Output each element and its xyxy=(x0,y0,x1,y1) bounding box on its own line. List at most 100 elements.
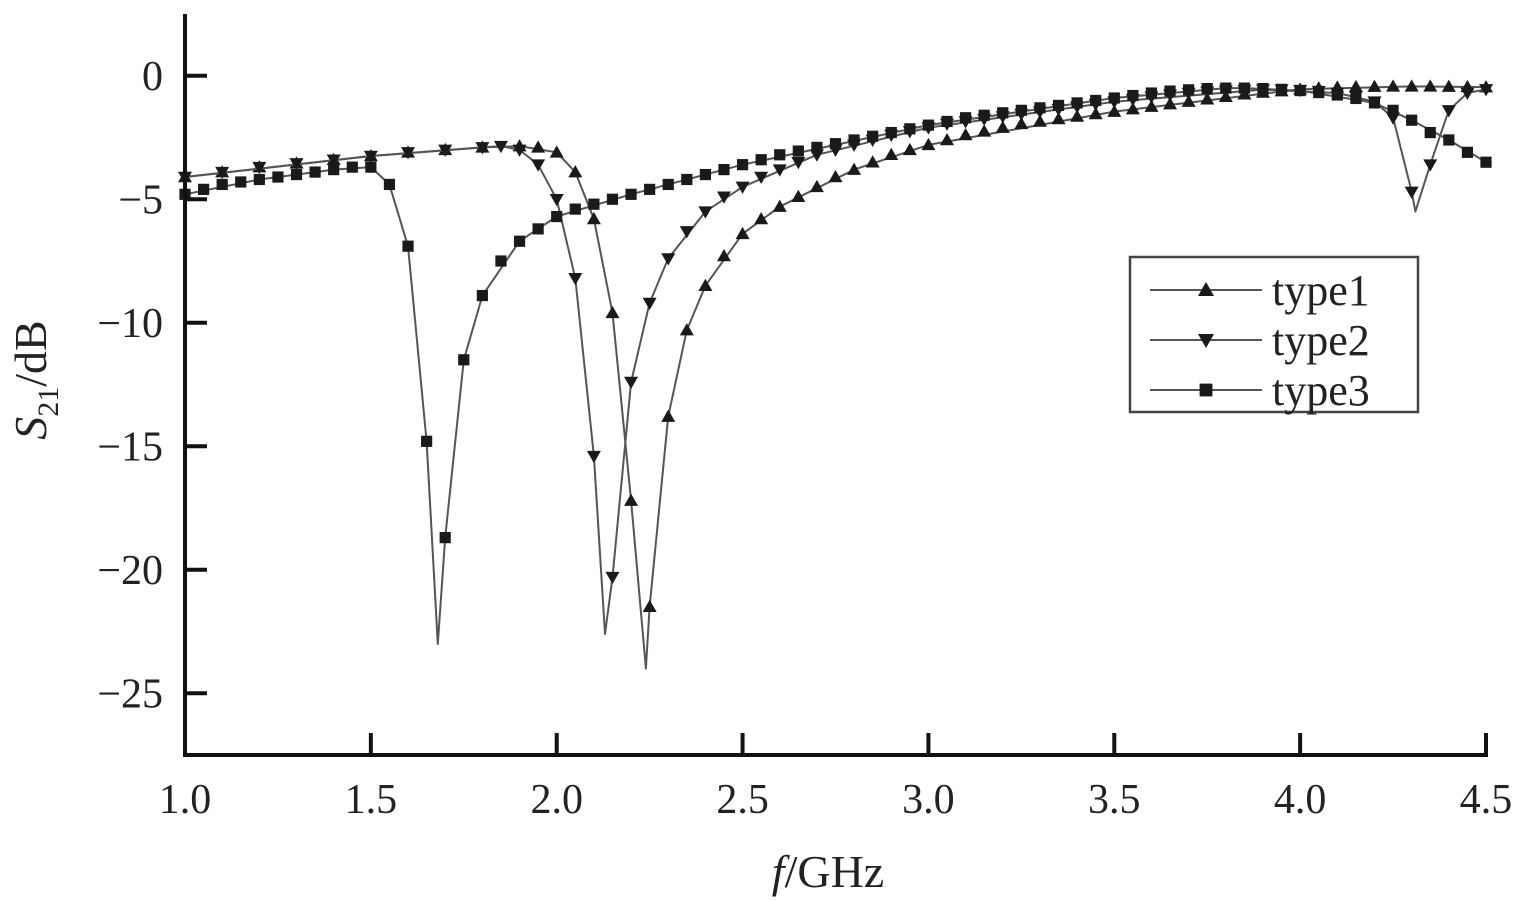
data-point-type3 xyxy=(1480,156,1492,168)
data-point-type2 xyxy=(475,142,490,155)
data-point-type1 xyxy=(847,162,862,175)
legend-item-type1: type1 xyxy=(1150,266,1370,315)
data-point-type3 xyxy=(848,134,860,146)
data-point-type3 xyxy=(1034,102,1046,114)
data-point-type3 xyxy=(978,109,990,121)
data-point-type1 xyxy=(865,155,880,168)
data-point-type3 xyxy=(365,161,377,173)
data-point-type3 xyxy=(253,173,265,186)
data-point-type3 xyxy=(328,164,340,176)
data-point-type1 xyxy=(791,189,806,203)
data-point-type1 xyxy=(828,170,843,183)
data-point-type1 xyxy=(940,132,955,146)
data-point-type2 xyxy=(512,144,527,157)
x-tick-label: 3.5 xyxy=(1088,777,1141,823)
legend-label: type3 xyxy=(1272,366,1370,415)
legend-marker-type2 xyxy=(1198,334,1214,348)
data-point-type1 xyxy=(1181,94,1196,107)
y-tick-label: −20 xyxy=(97,548,163,594)
legend-marker-type3 xyxy=(1199,383,1213,397)
x-axis-title: f/GHz xyxy=(772,846,884,897)
data-point-type3 xyxy=(1350,92,1362,105)
data-point-type1 xyxy=(586,212,601,225)
data-point-type3 xyxy=(346,161,358,173)
data-point-type3 xyxy=(290,168,303,181)
y-tick-label: −25 xyxy=(97,671,163,717)
y-tick-label: −5 xyxy=(118,177,163,223)
data-point-type1 xyxy=(1441,79,1456,92)
data-point-type1 xyxy=(1163,97,1178,110)
data-point-type3 xyxy=(235,176,247,188)
data-point-type2 xyxy=(698,206,713,219)
data-point-type3 xyxy=(439,532,451,544)
y-tick-label: −10 xyxy=(97,301,163,347)
data-point-type1 xyxy=(1032,114,1047,127)
data-point-type3 xyxy=(1090,94,1102,107)
data-point-type3 xyxy=(606,193,619,205)
x-tick-label: 2.0 xyxy=(530,777,583,823)
data-point-type3 xyxy=(904,123,916,135)
data-point-type1 xyxy=(1107,104,1122,117)
data-point-type1 xyxy=(995,120,1010,133)
data-point-type3 xyxy=(1127,89,1139,102)
data-point-type3 xyxy=(1145,87,1158,99)
y-tick-label: −15 xyxy=(97,424,163,470)
data-point-type1 xyxy=(549,145,564,158)
data-point-type3 xyxy=(960,112,972,124)
data-point-type2 xyxy=(624,376,639,390)
legend-item-type2: type2 xyxy=(1150,316,1370,365)
data-point-type1 xyxy=(1070,109,1085,122)
data-point-type1 xyxy=(1423,79,1438,92)
data-point-type2 xyxy=(661,253,676,266)
data-point-type2 xyxy=(215,166,230,180)
data-point-type2 xyxy=(642,297,657,310)
data-point-type3 xyxy=(997,107,1009,119)
data-point-type1 xyxy=(958,128,973,141)
data-point-type2 xyxy=(586,450,601,464)
data-point-type3 xyxy=(1275,83,1288,95)
data-point-type1 xyxy=(531,140,546,153)
data-point-type2 xyxy=(791,156,806,170)
data-point-type3 xyxy=(736,159,749,171)
data-point-type3 xyxy=(551,210,563,223)
legend-label: type2 xyxy=(1272,316,1370,365)
data-point-type3 xyxy=(569,203,581,215)
series-type3 xyxy=(179,82,1492,645)
data-point-type2 xyxy=(493,140,508,154)
x-tick-label: 4.5 xyxy=(1460,777,1513,823)
data-point-type2 xyxy=(1404,186,1419,199)
data-point-type2 xyxy=(772,164,787,177)
data-point-type3 xyxy=(1313,86,1325,99)
data-point-type3 xyxy=(1294,84,1306,97)
data-point-type1 xyxy=(1386,79,1401,92)
data-point-type1 xyxy=(679,323,694,336)
data-point-type1 xyxy=(1367,79,1382,92)
data-point-type2 xyxy=(531,159,546,172)
data-point-type3 xyxy=(922,119,935,131)
data-point-type3 xyxy=(867,130,879,142)
data-point-type1 xyxy=(1404,79,1419,92)
data-point-type3 xyxy=(625,188,637,200)
data-point-type3 xyxy=(885,126,897,139)
data-point-type2 xyxy=(716,191,731,204)
data-point-type1 xyxy=(1088,107,1103,120)
data-point-type1 xyxy=(716,249,731,262)
data-point-type2 xyxy=(252,161,267,175)
data-point-type3 xyxy=(1461,146,1474,158)
data-point-type2 xyxy=(1441,105,1456,118)
data-point-type1 xyxy=(977,124,992,137)
data-point-type2 xyxy=(568,273,583,286)
data-point-type2 xyxy=(438,144,453,157)
data-point-type3 xyxy=(1108,92,1120,104)
data-point-type3 xyxy=(699,168,711,181)
data-point-type1 xyxy=(1125,102,1140,115)
data-point-type1 xyxy=(921,137,936,151)
x-tick-label: 1.0 xyxy=(159,777,212,823)
x-tick-label: 1.5 xyxy=(345,777,398,823)
plot-area xyxy=(178,79,1493,670)
legend-box xyxy=(1128,255,1420,414)
data-point-type3 xyxy=(309,166,321,178)
data-point-type1 xyxy=(1348,79,1363,93)
data-point-type1 xyxy=(1144,99,1159,112)
data-point-type3 xyxy=(1406,114,1418,126)
